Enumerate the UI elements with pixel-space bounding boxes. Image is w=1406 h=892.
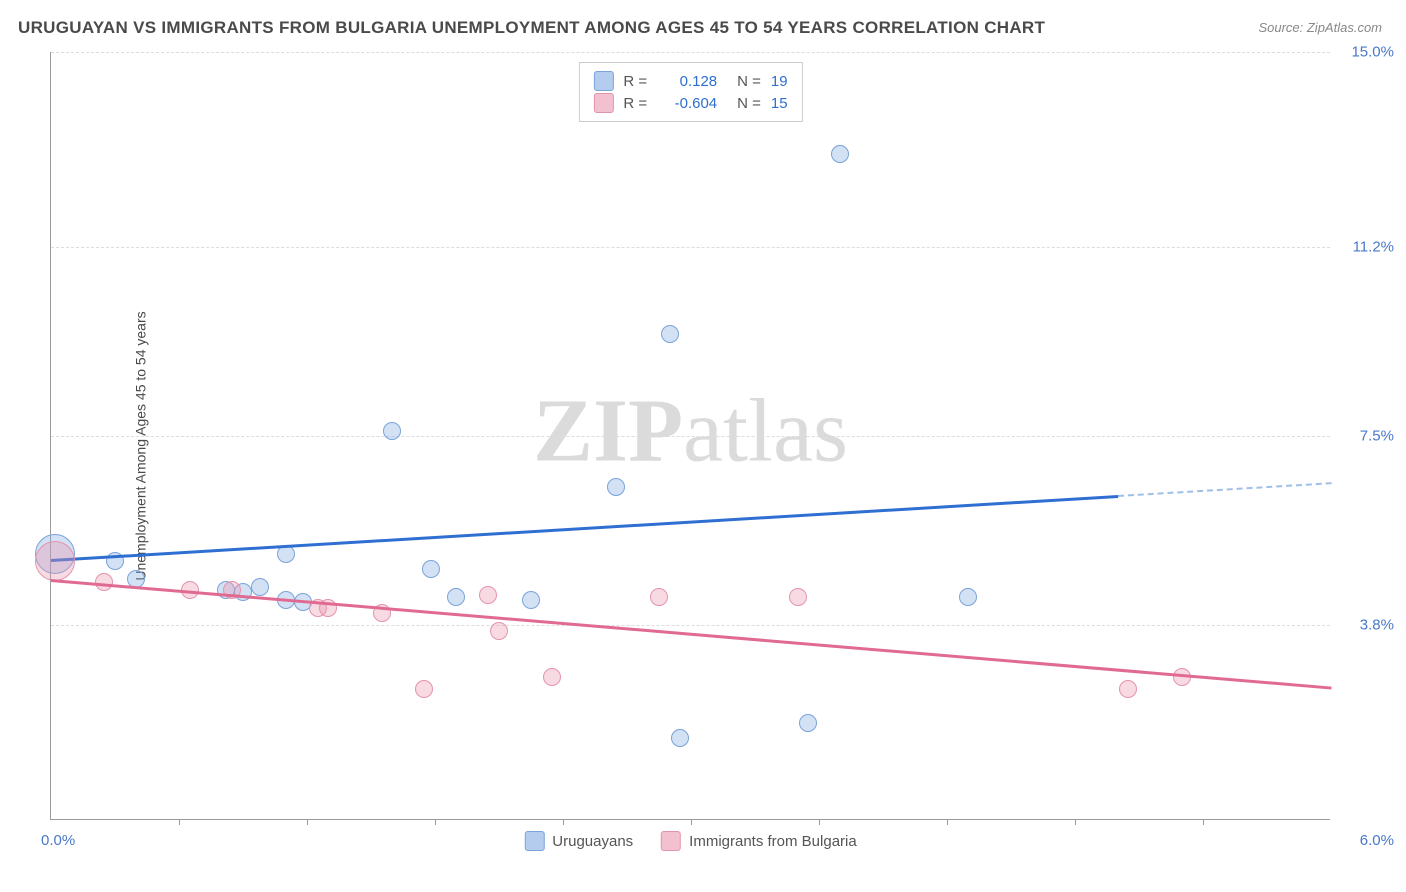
r-label-2: R = (623, 95, 647, 112)
scatter-point (422, 560, 440, 578)
gridline (51, 625, 1330, 626)
x-tick (179, 819, 180, 825)
scatter-point (661, 325, 679, 343)
n-label-1: N = (737, 73, 761, 90)
scatter-point (789, 588, 807, 606)
series-legend: Uruguayans Immigrants from Bulgaria (524, 831, 856, 851)
scatter-point (479, 586, 497, 604)
scatter-point (650, 588, 668, 606)
scatter-point (607, 478, 625, 496)
trend-line-extension (1118, 482, 1331, 497)
watermark: ZIPatlas (533, 379, 848, 482)
r-label-1: R = (623, 73, 647, 90)
x-tick (819, 819, 820, 825)
n-value-1: 19 (771, 73, 788, 90)
x-tick (563, 819, 564, 825)
r-value-2: -0.604 (657, 95, 717, 112)
scatter-point (415, 680, 433, 698)
source-attribution: Source: ZipAtlas.com (1258, 20, 1382, 35)
x-tick (947, 819, 948, 825)
legend-row-series-2: R = -0.604 N = 15 (593, 93, 787, 113)
gridline (51, 52, 1330, 53)
trend-line (51, 495, 1118, 561)
chart-title: URUGUAYAN VS IMMIGRANTS FROM BULGARIA UN… (18, 18, 1045, 38)
scatter-point (1119, 680, 1137, 698)
legend-label-1: Uruguayans (552, 833, 633, 850)
legend-row-series-1: R = 0.128 N = 19 (593, 71, 787, 91)
y-tick-label: 15.0% (1351, 44, 1394, 61)
scatter-point (490, 622, 508, 640)
scatter-point (799, 714, 817, 732)
watermark-thin: atlas (683, 381, 848, 480)
swatch-series-1 (593, 71, 613, 91)
x-tick (691, 819, 692, 825)
x-axis-max-label: 6.0% (1360, 832, 1394, 849)
scatter-plot-area: ZIPatlas R = 0.128 N = 19 R = -0.604 N =… (50, 52, 1330, 820)
scatter-point (959, 588, 977, 606)
swatch-series-2 (593, 93, 613, 113)
x-axis-min-label: 0.0% (41, 832, 75, 849)
x-tick (435, 819, 436, 825)
trend-line (51, 579, 1331, 689)
watermark-bold: ZIP (533, 381, 683, 480)
legend-label-2: Immigrants from Bulgaria (689, 833, 857, 850)
scatter-point (831, 145, 849, 163)
correlation-legend: R = 0.128 N = 19 R = -0.604 N = 15 (578, 62, 802, 122)
y-tick-label: 7.5% (1360, 428, 1394, 445)
scatter-point (522, 591, 540, 609)
x-tick (1075, 819, 1076, 825)
gridline (51, 436, 1330, 437)
scatter-point (95, 573, 113, 591)
y-tick-label: 3.8% (1360, 617, 1394, 634)
n-label-2: N = (737, 95, 761, 112)
scatter-point (35, 541, 75, 581)
scatter-point (383, 422, 401, 440)
y-tick-label: 11.2% (1353, 238, 1394, 255)
r-value-1: 0.128 (657, 73, 717, 90)
legend-item-1: Uruguayans (524, 831, 633, 851)
scatter-point (251, 578, 269, 596)
gridline (51, 247, 1330, 248)
scatter-point (447, 588, 465, 606)
x-tick (1203, 819, 1204, 825)
x-tick (307, 819, 308, 825)
n-value-2: 15 (771, 95, 788, 112)
scatter-point (671, 729, 689, 747)
scatter-point (543, 668, 561, 686)
swatch-bottom-1 (524, 831, 544, 851)
swatch-bottom-2 (661, 831, 681, 851)
legend-item-2: Immigrants from Bulgaria (661, 831, 857, 851)
